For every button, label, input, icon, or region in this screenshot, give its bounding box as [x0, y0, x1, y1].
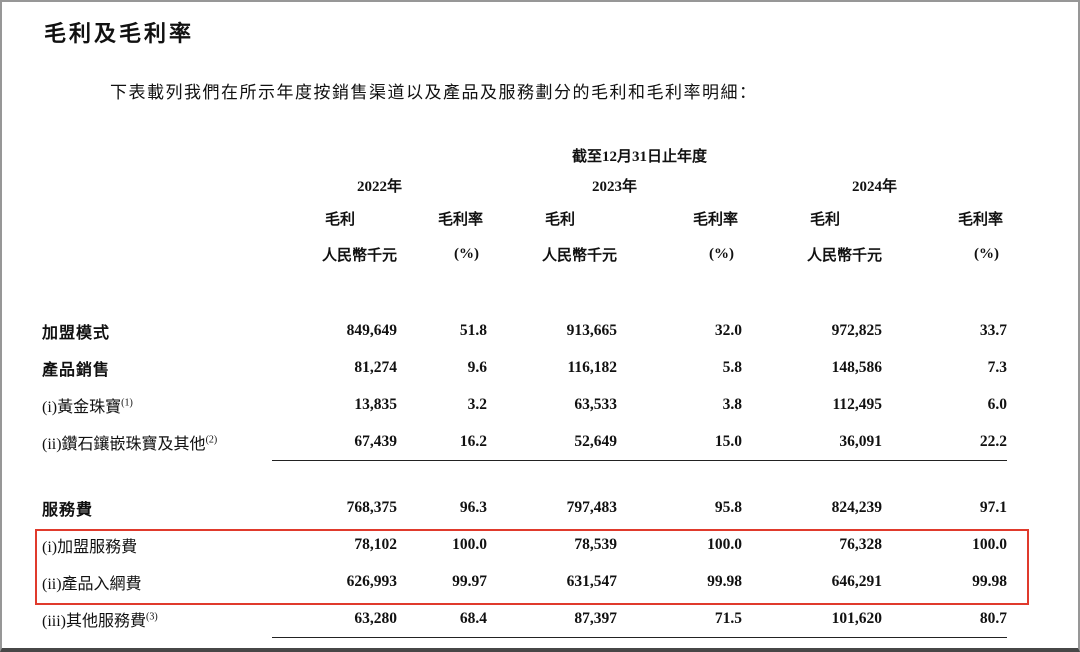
period-header-row: 截至12月31日止年度: [42, 140, 1007, 170]
col-unit-margin: (%): [454, 245, 479, 262]
cell-value: 80.7: [882, 600, 1008, 638]
cell-value: 76,328: [839, 535, 882, 553]
cell-value: 78,539: [574, 535, 617, 553]
cell-value: 101,620: [742, 600, 882, 638]
gross-profit-table: 截至12月31日止年度 2022年 2023年 2024年 毛利 毛利率 毛利 …: [42, 140, 1008, 638]
table-row: (ii)鑽石鑲嵌珠寶及其他(2) 67,439 16.2 52,649 15.0…: [42, 423, 1008, 461]
cell-value: 99.97: [452, 572, 487, 590]
cell-value: 849,649: [346, 321, 397, 339]
intro-text: 下表載列我們在所示年度按銷售渠道以及產品及服務劃分的毛利和毛利率明細：: [110, 83, 758, 102]
cell-value: 631,547: [566, 572, 617, 590]
table-row: (iii)其他服務費(3) 63,280 68.4 87,397 71.5 10…: [42, 600, 1008, 638]
row-label: 產品銷售: [42, 361, 111, 379]
table-row: 產品銷售 81,274 9.6 116,182 5.8 148,586 7.3: [42, 349, 1007, 386]
cell-value: 913,665: [566, 321, 617, 339]
cell-value: 16.2: [397, 423, 487, 461]
cell-value: 5.8: [722, 358, 742, 376]
cell-value: 97.1: [979, 498, 1008, 516]
col-header-profit: 毛利: [324, 211, 355, 228]
cell-value: 768,375: [346, 498, 397, 516]
col-unit-profit: 人民幣千元: [806, 247, 882, 264]
cell-value: 626,993: [346, 572, 397, 590]
table-row: (i)黃金珠寶(1) 13,835 3.2 63,533 3.8 112,495…: [42, 386, 1007, 423]
cell-value: 3.2: [467, 395, 487, 413]
col-header-margin: 毛利率: [958, 211, 1004, 228]
table-row: (ii)產品入網費 626,993 99.97 631,547 99.98 64…: [42, 563, 1007, 600]
row-label: (iii)其他服務費(3): [42, 611, 158, 630]
row-label: (i)加盟服務費: [42, 538, 138, 556]
row-label: (ii)鑽石鑲嵌珠寶及其他(2): [42, 434, 218, 453]
table-row: 服務費 768,375 96.3 797,483 95.8 824,239 97…: [42, 489, 1007, 526]
footnote-marker: (2): [205, 434, 218, 446]
cell-value: 63,280: [272, 600, 397, 638]
col-header-profit: 毛利: [809, 211, 840, 228]
footnote-marker: (3): [146, 611, 158, 623]
cell-value: 797,483: [566, 498, 617, 516]
cell-value: 22.2: [882, 423, 1008, 461]
cell-value: 100.0: [707, 535, 742, 553]
row-label: 加盟模式: [42, 324, 111, 342]
cell-value: 67,439: [272, 423, 397, 461]
cell-value: 3.8: [722, 395, 742, 413]
cell-value: 95.8: [714, 498, 742, 516]
cell-value: 99.98: [972, 572, 1008, 590]
row-label: (i)黃金珠寶(1): [42, 397, 133, 416]
col-unit-margin: (%): [709, 245, 734, 262]
year-header-2022: 2022年: [356, 178, 402, 195]
cell-value: 7.3: [987, 358, 1008, 376]
cell-value: 15.0: [617, 423, 742, 461]
cell-value: 148,586: [831, 358, 882, 376]
cell-value: 51.8: [459, 321, 487, 339]
cell-value: 81,274: [354, 358, 397, 376]
cell-value: 99.98: [707, 572, 742, 590]
cell-value: 100.0: [452, 535, 487, 553]
cell-value: 36,091: [742, 423, 882, 461]
col-unit-margin: (%): [974, 245, 1000, 262]
table-row: 加盟模式 849,649 51.8 913,665 32.0 972,825 3…: [42, 312, 1007, 349]
table-row: (i)加盟服務費 78,102 100.0 78,539 100.0 76,32…: [42, 526, 1007, 563]
col-unit-profit: 人民幣千元: [541, 247, 617, 264]
year-header-2023: 2023年: [591, 178, 637, 195]
cell-value: 52,649: [487, 423, 617, 461]
cell-value: 13,835: [354, 395, 397, 413]
cell-value: 116,182: [567, 358, 617, 376]
col-header-profit: 毛利: [544, 211, 575, 228]
cell-value: 71.5: [617, 600, 742, 638]
cell-value: 100.0: [972, 535, 1008, 553]
col-unit-profit: 人民幣千元: [321, 247, 397, 264]
cell-value: 63,533: [574, 395, 617, 413]
row-label: (ii)產品入網費: [42, 575, 142, 593]
footnote-marker: (1): [121, 397, 133, 409]
cell-value: 32.0: [714, 321, 742, 339]
cell-value: 6.0: [987, 395, 1008, 413]
year-header-row: 2022年 2023年 2024年: [42, 170, 1007, 200]
page-title: 毛利及毛利率: [44, 21, 195, 46]
unit-header-row: 人民幣千元 (%) 人民幣千元 (%) 人民幣千元 (%): [42, 236, 1007, 272]
row-label: 服務費: [42, 501, 94, 519]
cell-value: 112,495: [832, 395, 882, 413]
col-header-margin: 毛利率: [692, 211, 738, 228]
cell-value: 87,397: [487, 600, 617, 638]
col-header-margin: 毛利率: [437, 211, 483, 228]
cell-value: 96.3: [459, 498, 487, 516]
cell-value: 78,102: [354, 535, 397, 553]
cell-value: 9.6: [467, 358, 487, 376]
column-header-row: 毛利 毛利率 毛利 毛利率 毛利 毛利率: [42, 200, 1007, 236]
year-header-2024: 2024年: [852, 178, 898, 195]
period-header: 截至12月31日止年度: [572, 148, 708, 165]
cell-value: 972,825: [831, 321, 882, 339]
cell-value: 646,291: [831, 572, 882, 590]
cell-value: 33.7: [979, 321, 1008, 339]
cell-value: 824,239: [831, 498, 882, 516]
cell-value: 68.4: [397, 600, 487, 638]
